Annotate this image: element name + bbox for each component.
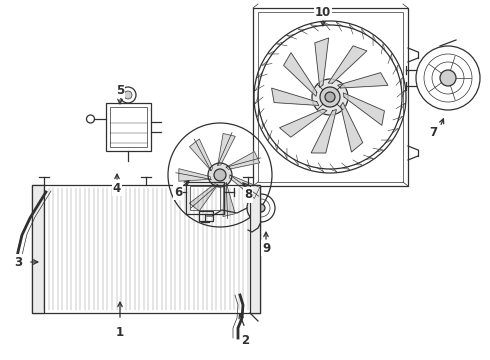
Circle shape	[214, 169, 226, 181]
Bar	[186, 182, 224, 214]
Bar	[109, 107, 147, 147]
Circle shape	[257, 204, 265, 212]
Text: 9: 9	[262, 242, 270, 255]
Bar	[32, 185, 44, 313]
Polygon shape	[229, 175, 260, 198]
Bar	[190, 186, 220, 210]
Text: 3: 3	[14, 256, 22, 269]
Text: 4: 4	[113, 181, 121, 194]
Polygon shape	[223, 183, 235, 216]
Text: 8: 8	[244, 189, 252, 202]
Bar	[105, 103, 150, 151]
Bar	[253, 8, 408, 186]
Bar	[258, 12, 403, 182]
Bar	[199, 211, 213, 221]
Text: 10: 10	[315, 5, 331, 18]
Polygon shape	[315, 38, 329, 87]
Bar	[250, 185, 260, 313]
Polygon shape	[190, 139, 213, 171]
Polygon shape	[190, 184, 218, 211]
Text: 5: 5	[116, 84, 124, 96]
Polygon shape	[311, 109, 337, 153]
Text: 6: 6	[174, 185, 182, 198]
Circle shape	[312, 79, 348, 115]
Polygon shape	[280, 109, 327, 137]
Polygon shape	[218, 134, 235, 165]
Text: 7: 7	[429, 126, 437, 139]
Polygon shape	[226, 152, 260, 169]
Circle shape	[325, 92, 335, 102]
Circle shape	[440, 70, 456, 86]
Polygon shape	[343, 93, 385, 125]
Text: 2: 2	[241, 333, 249, 346]
Circle shape	[124, 91, 132, 99]
Text: 1: 1	[116, 327, 124, 339]
Circle shape	[320, 87, 340, 107]
Polygon shape	[271, 88, 319, 105]
Polygon shape	[179, 169, 211, 181]
Polygon shape	[341, 103, 363, 152]
Circle shape	[208, 163, 232, 187]
Polygon shape	[328, 46, 367, 83]
Polygon shape	[338, 73, 388, 88]
Polygon shape	[284, 53, 317, 96]
Bar	[32, 185, 260, 313]
